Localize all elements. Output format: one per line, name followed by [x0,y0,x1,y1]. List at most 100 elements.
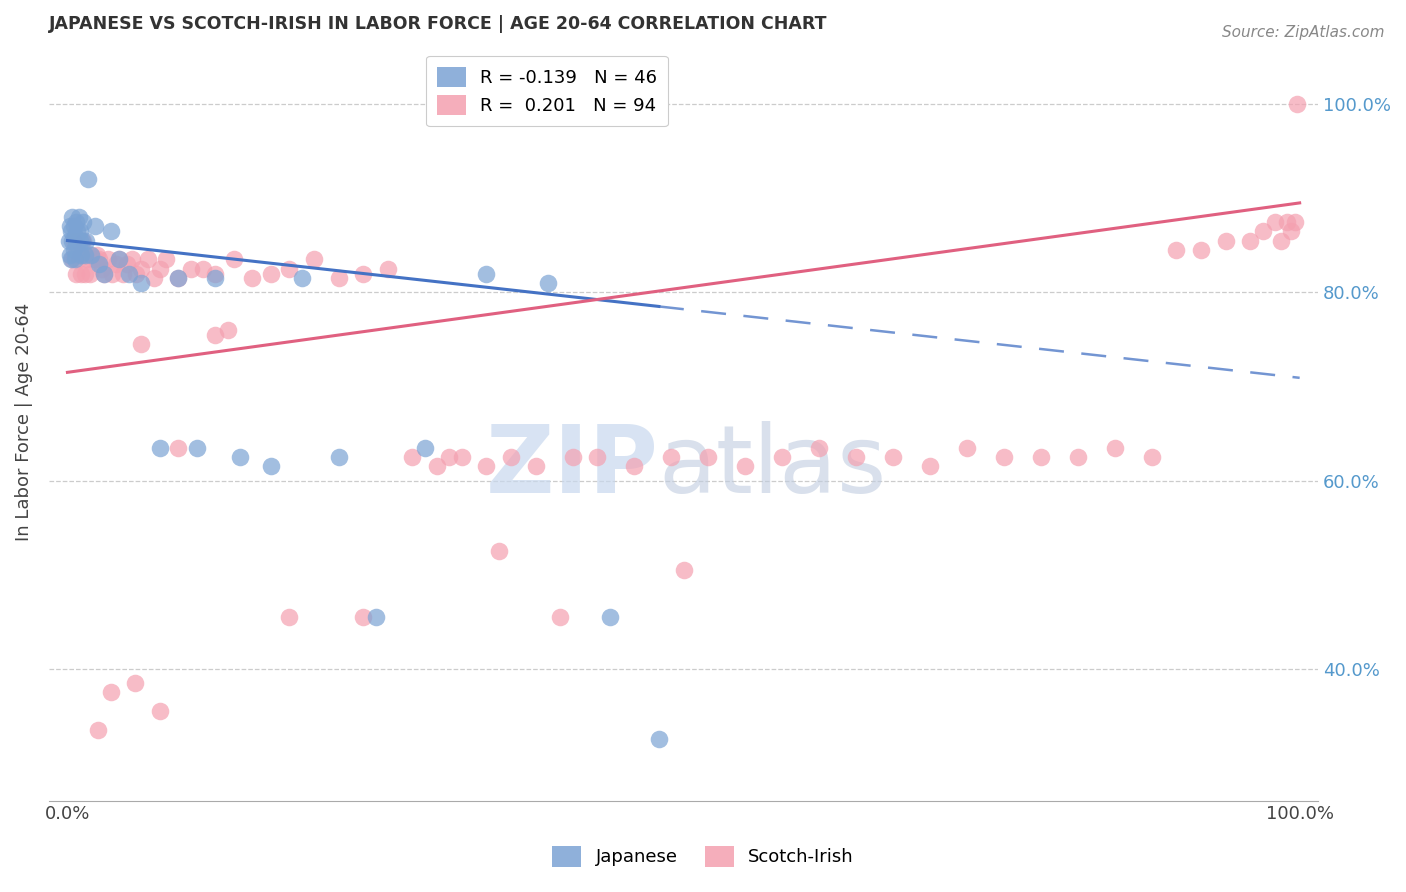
Point [60,210,83,224]
Point [79,267,101,281]
Point [86,248,108,262]
Point [1286,97,1309,112]
Point [352,267,374,281]
Point [76,252,98,267]
Point [1284,215,1306,229]
Point [67,210,90,224]
Point [993,450,1015,464]
Point [426,459,449,474]
Point [167,441,190,455]
Point [69,248,91,262]
Point [67,252,90,267]
Point [142,271,165,285]
Legend: Japanese, Scotch-Irish: Japanese, Scotch-Irish [546,838,860,874]
Point [60,224,83,238]
Point [155,252,177,267]
Point [1277,215,1299,229]
Point [734,459,756,474]
Point [131,261,153,276]
Point [59,248,82,262]
Point [60,234,83,248]
Point [599,610,621,624]
Point [499,450,522,464]
Point [75,234,97,248]
Point [136,252,159,267]
Point [70,248,93,262]
Point [108,252,131,267]
Point [89,252,111,267]
Point [475,267,498,281]
Point [63,248,86,262]
Point [1104,441,1126,455]
Point [65,234,87,248]
Point [60,252,83,267]
Point [167,271,190,285]
Point [956,441,979,455]
Point [659,450,682,464]
Point [845,450,868,464]
Point [401,450,423,464]
Point [72,234,94,248]
Point [1215,234,1237,248]
Point [60,252,83,267]
Point [770,450,793,464]
Point [63,252,86,267]
Point [149,261,172,276]
Point [1239,234,1261,248]
Point [191,261,214,276]
Point [302,252,325,267]
Point [260,267,283,281]
Point [69,224,91,238]
Point [111,267,134,281]
Point [1029,450,1052,464]
Point [131,337,153,351]
Point [290,271,312,285]
Point [586,450,609,464]
Point [73,267,96,281]
Point [72,215,94,229]
Point [204,271,226,285]
Point [222,252,245,267]
Point [648,732,671,747]
Point [58,234,80,248]
Point [65,267,87,281]
Point [180,261,202,276]
Point [65,215,87,229]
Point [413,441,436,455]
Point [1067,450,1090,464]
Point [149,704,172,718]
Point [93,267,115,281]
Point [125,267,148,281]
Point [450,450,472,464]
Point [561,450,583,464]
Point [91,261,114,276]
Point [97,252,120,267]
Point [59,219,82,234]
Point [121,252,143,267]
Y-axis label: In Labor Force | Age 20-64: In Labor Force | Age 20-64 [15,302,32,541]
Point [83,219,105,234]
Point [217,323,239,337]
Point [377,261,399,276]
Legend: R = -0.139   N = 46, R =  0.201   N = 94: R = -0.139 N = 46, R = 0.201 N = 94 [426,55,668,127]
Point [104,257,127,271]
Point [80,248,103,262]
Point [131,276,153,290]
Point [240,271,263,285]
Point [62,243,84,257]
Point [204,327,226,342]
Point [73,248,96,262]
Point [672,563,695,577]
Point [108,252,131,267]
Point [101,267,124,281]
Point [83,252,105,267]
Point [623,459,645,474]
Point [204,267,226,281]
Point [1189,243,1212,257]
Text: JAPANESE VS SCOTCH-IRISH IN LABOR FORCE | AGE 20-64 CORRELATION CHART: JAPANESE VS SCOTCH-IRISH IN LABOR FORCE … [49,15,828,33]
Point [260,459,283,474]
Point [100,685,122,699]
Point [167,271,190,285]
Point [66,234,89,248]
Point [524,459,547,474]
